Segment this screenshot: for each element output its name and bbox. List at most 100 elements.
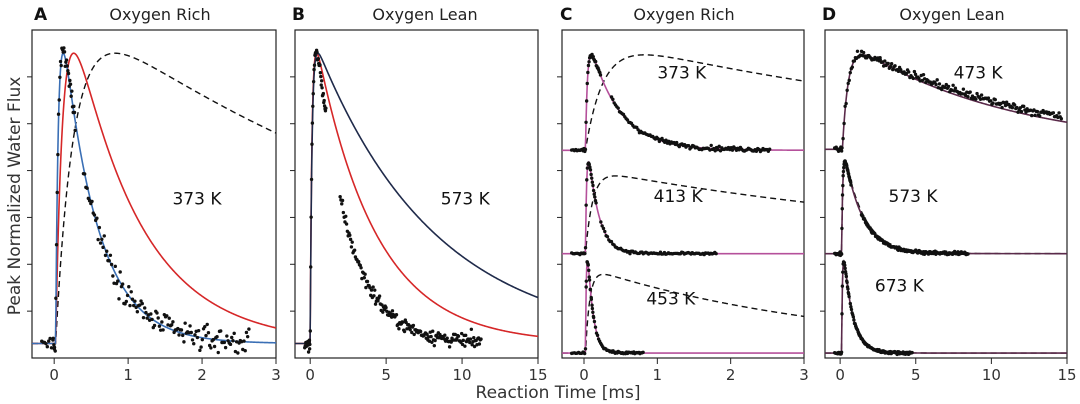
data-point: [376, 299, 380, 303]
data-point: [48, 336, 52, 341]
x-tick-label: 0: [305, 366, 315, 384]
data-point: [461, 338, 465, 343]
data-point: [66, 71, 71, 76]
data-point: [1051, 111, 1056, 115]
data-point: [839, 149, 844, 153]
temperature-label: 573 K: [889, 187, 939, 207]
data-point: [128, 303, 132, 308]
data-point: [340, 198, 345, 203]
data-point: [188, 324, 192, 328]
data-point: [986, 96, 991, 100]
data-point: [306, 350, 311, 354]
data-point: [839, 252, 843, 257]
data-point: [582, 146, 586, 151]
data-point: [455, 337, 459, 341]
data-point: [311, 104, 315, 109]
data-point: [310, 142, 314, 146]
panel-title-c: Oxygen Rich: [633, 5, 734, 24]
data-point: [222, 340, 227, 345]
data-point: [593, 195, 597, 199]
data-point: [1022, 104, 1026, 109]
data-point: [69, 94, 73, 98]
x-tick-label: 10: [982, 366, 1001, 384]
data-point: [348, 233, 352, 237]
data-point: [139, 299, 143, 303]
data-point: [107, 259, 111, 263]
data-point: [165, 314, 169, 318]
data-point: [65, 64, 69, 68]
data-point: [324, 106, 328, 110]
data-point: [966, 252, 970, 256]
data-point: [666, 139, 671, 143]
data-point: [1033, 113, 1037, 118]
data-point: [656, 137, 660, 141]
data-point: [97, 225, 102, 230]
data-point: [589, 172, 593, 177]
data-point: [583, 347, 588, 351]
data-point: [58, 59, 63, 64]
data-point: [713, 149, 717, 153]
data-point: [364, 285, 368, 290]
data-point: [365, 279, 370, 284]
data-point: [841, 183, 845, 188]
curve-navy-0: [295, 52, 539, 345]
data-point: [131, 303, 136, 308]
data-point: [754, 149, 759, 153]
y-axis-title: Peak Normalized Water Flux: [5, 77, 25, 316]
data-point: [839, 145, 843, 149]
data-point: [49, 346, 54, 350]
data-point: [181, 333, 185, 338]
panel-frame: [561, 29, 805, 359]
data-point: [591, 188, 596, 193]
data-point: [338, 195, 342, 199]
temperature-label: 373 K: [657, 64, 707, 84]
data-point: [460, 342, 465, 347]
data-point: [344, 222, 349, 226]
data-point: [56, 152, 60, 157]
data-point: [730, 148, 735, 152]
data-point: [402, 329, 407, 334]
data-point: [951, 83, 955, 87]
data-point: [54, 242, 59, 247]
data-point: [219, 329, 223, 333]
data-point: [189, 330, 193, 335]
data-point: [921, 72, 926, 77]
data-point: [308, 329, 312, 333]
data-point: [463, 344, 467, 348]
data-point: [584, 99, 589, 103]
data-point: [469, 327, 474, 331]
x-tick-label: 0: [49, 366, 59, 384]
data-point: [472, 344, 477, 349]
data-point: [55, 190, 59, 195]
data-point: [1035, 109, 1040, 114]
x-tick-label: 0: [579, 366, 589, 384]
data-point: [192, 342, 196, 346]
data-point: [593, 59, 598, 64]
data-point: [966, 95, 970, 99]
data-point: [316, 57, 320, 61]
data-point: [51, 338, 55, 342]
data-point: [52, 347, 56, 351]
curve-dashed-2: [562, 273, 805, 354]
x-tick-label: 2: [197, 366, 207, 384]
curve-dashed-1: [562, 175, 805, 255]
data-point: [245, 334, 250, 339]
data-point: [600, 224, 604, 228]
data-point: [397, 327, 401, 331]
panel-c: C Oxygen Rich 0 1 2 3 373 K 413 K 453 K: [557, 5, 809, 384]
data-point: [975, 91, 979, 96]
data-point: [433, 338, 437, 343]
curve-blue-0: [32, 52, 277, 345]
data-point: [431, 329, 435, 333]
data-point: [140, 301, 144, 306]
data-point: [616, 106, 620, 110]
data-point: [974, 97, 978, 101]
data-point: [411, 323, 416, 328]
data-point: [594, 201, 598, 205]
data-point: [907, 70, 911, 74]
data-point: [340, 202, 344, 206]
data-point: [586, 63, 591, 68]
data-point: [56, 112, 61, 116]
data-point: [863, 218, 867, 222]
data-point: [849, 180, 853, 184]
